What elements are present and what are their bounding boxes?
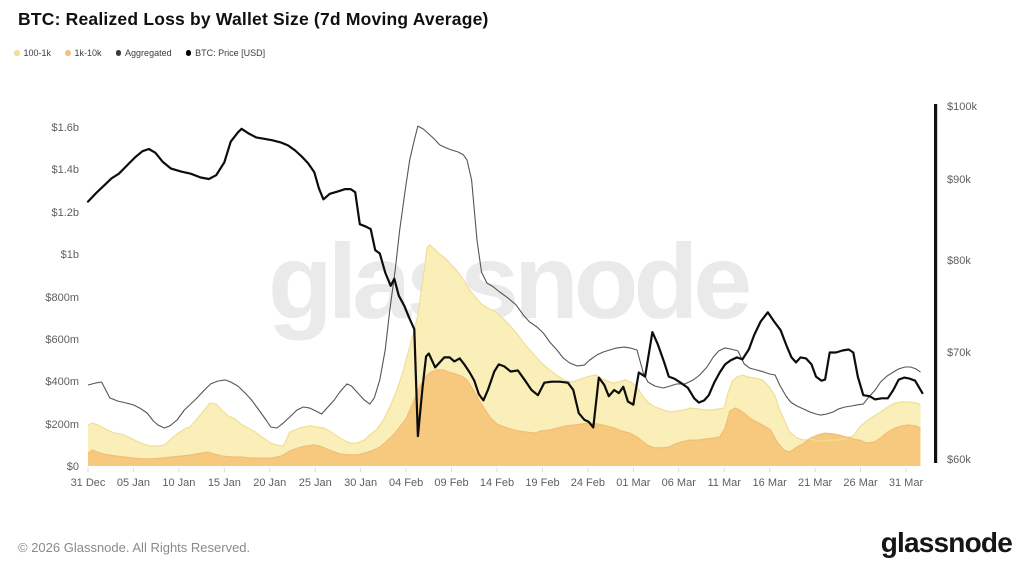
glassnode-watermark: glassnode	[268, 223, 752, 341]
x-axis-label: 31 Dec	[70, 477, 106, 489]
right-axis-label: $70k	[947, 347, 971, 360]
line-btc-price	[86, 127, 924, 438]
left-axis-label: $800m	[45, 291, 79, 304]
area-1k-10k	[88, 370, 921, 466]
legend-item-1k-10k[interactable]: 1k-10k	[65, 48, 102, 58]
x-axis-label: 11 Mar	[707, 477, 741, 489]
x-axis-label: 26 Mar	[843, 477, 878, 489]
legend-dot-icon	[115, 50, 122, 56]
x-axis-label: 20 Jan	[253, 477, 287, 489]
x-axis-label: 30 Jan	[344, 477, 378, 489]
legend-dot-icon	[185, 50, 192, 56]
left-axis-label: $1.6b	[51, 122, 79, 134]
right-axis-label: $90k	[947, 173, 971, 186]
x-axis-label: 19 Feb	[525, 477, 560, 489]
x-axis-label: 25 Jan	[298, 477, 332, 489]
x-axis-label: 09 Feb	[434, 477, 469, 489]
right-axis-label: $80k	[947, 255, 971, 268]
x-axis-label: 31 Mar	[888, 477, 924, 489]
x-axis-label: 14 Feb	[479, 477, 515, 489]
x-axis-label: 04 Feb	[388, 477, 424, 489]
right-axis-label: $60k	[947, 453, 971, 466]
x-axis-label: 21 Mar	[797, 477, 833, 489]
left-axis-label: $600m	[45, 333, 79, 346]
copyright-text: © 2026 Glassnode. All Rights Reserved.	[18, 540, 251, 555]
x-axis-label: 06 Mar	[661, 477, 696, 489]
left-axis-label: $400m	[45, 376, 79, 389]
x-axis-label: 15 Jan	[207, 477, 241, 489]
chart-legend: 100-1k 1k-10k Aggregated BTC: Price [USD…	[14, 48, 265, 58]
legend-item-aggregated[interactable]: Aggregated	[115, 48, 172, 58]
x-axis-label: 24 Feb	[570, 477, 605, 489]
legend-label: Aggregated	[125, 48, 172, 58]
page-title: BTC: Realized Loss by Wallet Size (7d Mo…	[18, 9, 489, 29]
left-axis-label: $1.2b	[51, 206, 79, 219]
legend-dot-icon	[14, 50, 20, 56]
legend-label: 1k-10k	[74, 48, 102, 58]
x-axis-label: 05 Jan	[116, 477, 150, 489]
left-axis-label: $200m	[45, 418, 79, 431]
right-axis-label: $100k	[947, 101, 977, 113]
area-100-1k-edge	[87, 244, 921, 447]
left-axis-label: $0	[66, 461, 79, 473]
left-axis-label: $1.4b	[51, 164, 79, 177]
x-axis-label: 10 Jan	[162, 477, 196, 489]
glassnode-logo: glassnode	[880, 527, 1013, 558]
left-axis-label: $1b	[60, 249, 79, 262]
legend-dot-icon	[65, 50, 71, 56]
area-1k-10k-edge	[87, 369, 921, 460]
x-axis-label: 01 Mar	[616, 477, 651, 489]
x-axis-label: 16 Mar	[752, 477, 787, 489]
area-100-1k	[88, 245, 921, 466]
legend-label: BTC: Price [USD]	[195, 48, 266, 58]
legend-item-100-1k[interactable]: 100-1k	[14, 48, 51, 58]
legend-item-btc-price[interactable]: BTC: Price [USD]	[185, 48, 266, 58]
right-axis-bar	[934, 104, 938, 463]
legend-label: 100-1k	[23, 48, 52, 58]
line-aggregated	[87, 125, 921, 429]
